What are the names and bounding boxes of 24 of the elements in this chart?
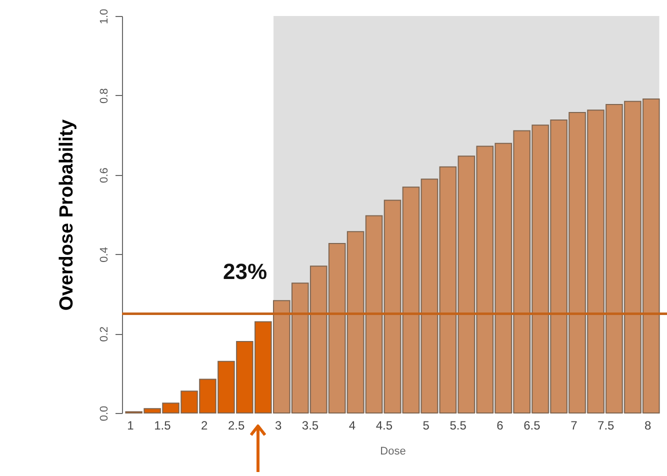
x-tick-label: 6 (496, 418, 504, 432)
x-tick-label: 4 (348, 418, 356, 432)
y-tick-label: 1.0 (98, 8, 110, 24)
x-tick-label: 5.5 (450, 418, 467, 432)
x-tick-label: 2 (201, 418, 208, 432)
x-tick-label: 1.5 (154, 418, 172, 432)
x-axis-title: Dose (380, 446, 406, 458)
y-tick-label: 0.4 (98, 247, 110, 262)
x-tick-label: 2.5 (228, 418, 246, 432)
x-tick-label: 1 (127, 418, 134, 432)
y-tick-label: 0.8 (98, 88, 110, 104)
x-tick-label: 3.5 (302, 418, 319, 432)
x-tick-label: 8 (644, 418, 652, 432)
x-tick-label: 6.5 (524, 418, 541, 432)
y-tick-label: 0.0 (98, 406, 110, 422)
x-tick-label: 4.5 (376, 418, 393, 432)
x-tick-label: 3 (274, 418, 282, 432)
y-tick-label: 0.2 (98, 326, 110, 342)
annotation: 23% (222, 259, 268, 284)
y-tick-label: 0.6 (98, 168, 110, 183)
x-tick-label: 5 (422, 418, 430, 432)
y-axis-title: Overdose Probability (56, 119, 78, 311)
x-tick-label: 7 (570, 418, 578, 432)
x-tick-label: 7.5 (598, 418, 615, 432)
